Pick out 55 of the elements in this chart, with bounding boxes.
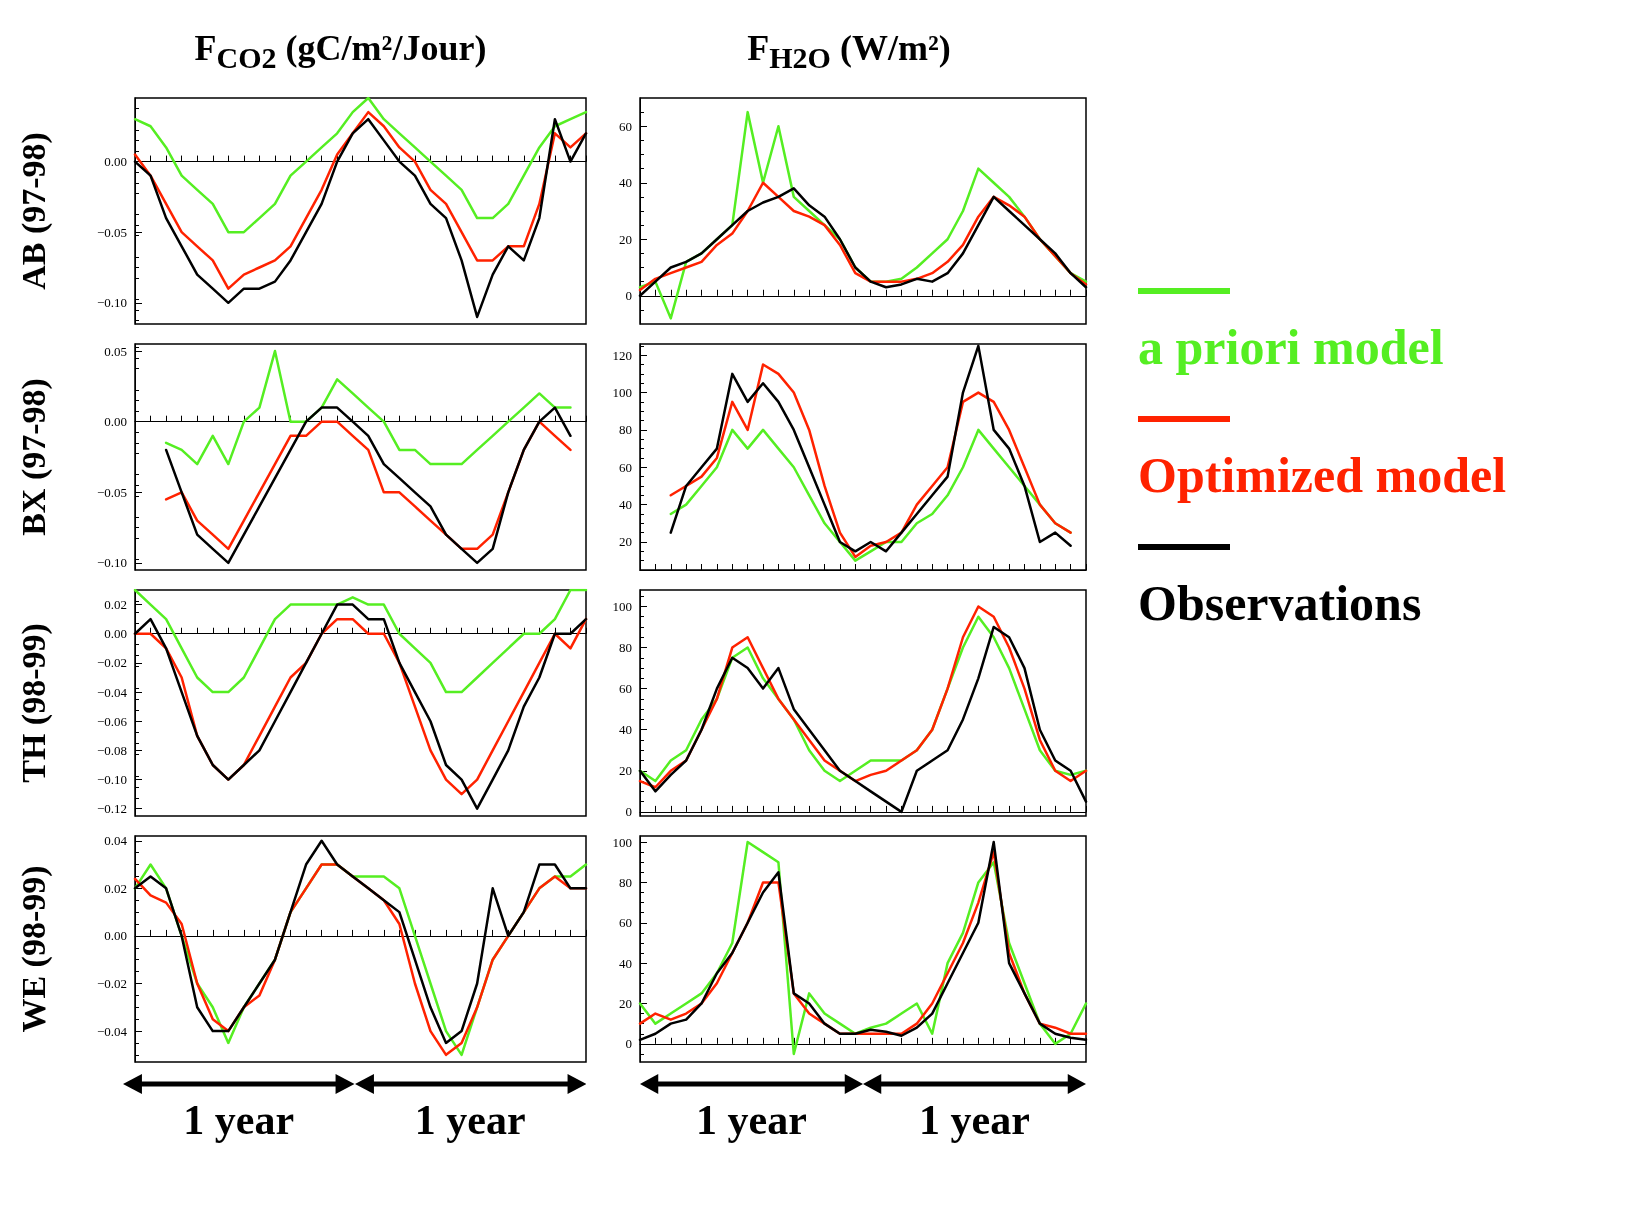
- legend-label: Observations: [1138, 574, 1423, 632]
- y-tick-label: 100: [612, 834, 632, 850]
- y-tick-label: 0: [625, 288, 632, 304]
- y-tick-label: −0.08: [96, 742, 127, 758]
- y-tick-label: 0.02: [104, 880, 127, 896]
- y-axis-title: TH (98-99): [14, 623, 53, 783]
- legend-label: a priori model: [1138, 318, 1445, 376]
- legend-label: Optimized model: [1138, 446, 1507, 504]
- y-tick-label: 0.00: [104, 154, 127, 170]
- y-tick-label: 40: [619, 175, 632, 191]
- y-tick-label: 80: [619, 874, 632, 890]
- y-axis-title: WE (98-99): [14, 865, 53, 1033]
- y-tick-label: 60: [619, 118, 632, 134]
- y-tick-label: 0.00: [104, 414, 127, 430]
- y-tick-label: 0: [625, 804, 632, 820]
- text: 1 year: [413, 1096, 527, 1144]
- y-axis-title: AB (97-98): [14, 132, 53, 290]
- y-tick-label: 60: [619, 681, 632, 697]
- text: 1 year: [182, 1096, 296, 1144]
- y-tick-label: −0.05: [96, 224, 127, 240]
- y-tick-label: −0.02: [96, 975, 127, 991]
- y-tick-label: 40: [619, 722, 632, 738]
- y-tick-label: 0.02: [104, 597, 127, 613]
- y-axis-title: BX (97-98): [14, 378, 53, 536]
- y-tick-label: −0.10: [96, 295, 127, 311]
- y-tick-label: −0.10: [96, 555, 127, 571]
- y-tick-label: −0.04: [96, 684, 128, 700]
- y-tick-label: 60: [619, 915, 632, 931]
- y-tick-label: 0.05: [104, 343, 127, 359]
- chart-title: F$_{H2O}$ (W/m²): [746, 27, 952, 77]
- y-tick-label: 40: [619, 955, 632, 971]
- y-tick-label: 120: [612, 347, 632, 363]
- y-tick-label: 60: [619, 459, 632, 475]
- text: 1 year: [695, 1096, 808, 1144]
- y-tick-label: 40: [619, 497, 632, 513]
- y-tick-label: 20: [619, 763, 632, 779]
- y-tick-label: 20: [619, 534, 632, 550]
- y-tick-label: 100: [612, 598, 632, 614]
- y-tick-label: 20: [619, 995, 632, 1011]
- y-tick-label: 0.04: [104, 833, 128, 849]
- y-tick-label: −0.04: [96, 1023, 128, 1039]
- y-tick-label: 80: [619, 640, 632, 656]
- chart-title: F$_{CO2}$ (gC/m²/Jour): [193, 27, 488, 77]
- y-tick-label: 20: [619, 231, 632, 247]
- y-tick-label: 80: [619, 422, 632, 438]
- text: 1 year: [918, 1096, 1031, 1144]
- y-tick-label: −0.06: [96, 713, 128, 729]
- y-tick-label: −0.10: [96, 772, 127, 788]
- y-tick-label: −0.12: [96, 801, 127, 817]
- y-tick-label: 100: [612, 385, 632, 401]
- y-tick-label: 0: [625, 1036, 632, 1052]
- y-tick-label: 0.00: [104, 626, 127, 642]
- y-tick-label: 0.00: [104, 928, 127, 944]
- y-tick-label: −0.02: [96, 655, 127, 671]
- y-tick-label: −0.05: [96, 484, 127, 500]
